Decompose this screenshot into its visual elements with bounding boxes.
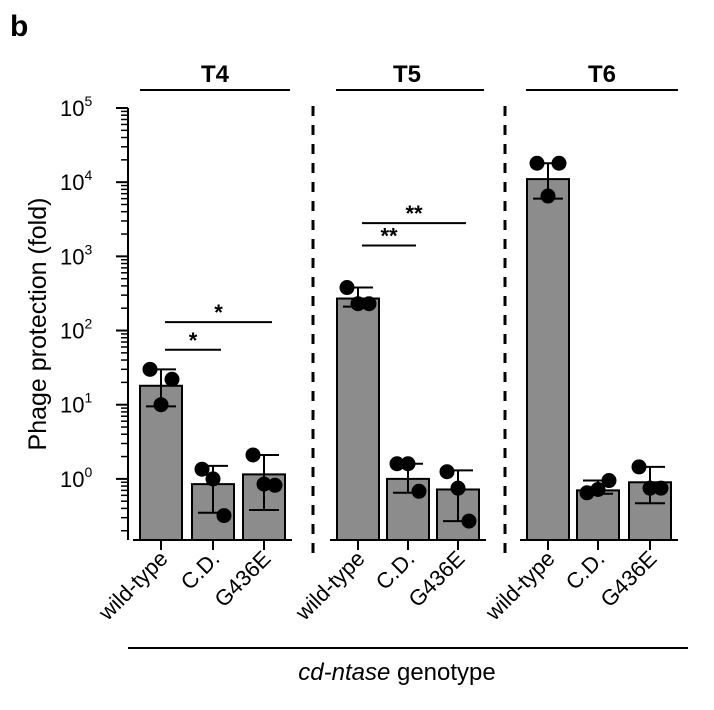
y-tick-exponent: 4: [84, 167, 92, 183]
y-tick-base: 10: [60, 319, 84, 344]
data-point: [439, 464, 455, 480]
y-tick-base: 10: [60, 467, 84, 492]
y-tick-exponent: 2: [84, 316, 92, 332]
x-axis-label-italic: cd-ntase: [298, 659, 390, 686]
bar-T6-wild-type: [526, 178, 570, 541]
data-point: [164, 371, 180, 387]
y-tick-label: 102: [60, 316, 92, 344]
data-point: [256, 476, 272, 492]
y-tick-label: 101: [60, 390, 92, 418]
y-tick-label: 103: [60, 241, 92, 269]
y-tick-base: 10: [60, 170, 84, 195]
data-point: [194, 461, 210, 477]
data-point: [601, 473, 617, 489]
significance-label: *: [189, 328, 198, 353]
x-axis-label-rest: genotype: [390, 659, 495, 686]
data-point: [142, 361, 158, 377]
data-point: [450, 480, 466, 496]
x-tick-label: G436E: [403, 546, 469, 612]
data-point: [642, 480, 658, 496]
group-title-T5: T5: [393, 61, 421, 88]
data-point: [551, 155, 567, 171]
y-tick-base: 10: [60, 393, 84, 418]
x-tick-label: wild-type: [480, 546, 560, 626]
y-tick-exponent: 3: [84, 241, 92, 257]
y-tick-base: 10: [60, 244, 84, 269]
data-point: [350, 296, 366, 312]
data-point: [153, 397, 169, 413]
y-tick-base: 10: [60, 96, 84, 121]
y-tick-exponent: 1: [84, 390, 92, 406]
significance-label: *: [214, 300, 223, 325]
group-title-T6: T6: [588, 61, 616, 88]
x-tick-label: G436E: [209, 546, 275, 612]
data-point: [590, 481, 606, 497]
y-tick-label: 105: [60, 93, 92, 121]
data-point: [400, 456, 416, 472]
x-tick-label: wild-type: [290, 546, 370, 626]
x-axis-label: cd-ntase genotype: [298, 659, 495, 686]
bar-T5-wild-type: [336, 297, 380, 541]
data-point: [216, 508, 232, 524]
data-point: [245, 447, 261, 463]
data-point: [653, 480, 669, 496]
data-point: [389, 456, 405, 472]
x-tick-label: wild-type: [93, 546, 173, 626]
significance-label: **: [405, 201, 423, 226]
data-point: [339, 280, 355, 296]
data-point: [361, 296, 377, 312]
significance-label: **: [380, 224, 398, 249]
panel-label: b: [10, 10, 28, 43]
y-tick-label: 104: [60, 167, 92, 195]
y-tick-exponent: 0: [84, 464, 92, 480]
data-point: [205, 471, 221, 487]
data-point: [267, 477, 283, 493]
data-point: [631, 459, 647, 475]
y-tick-label: 100: [60, 464, 92, 492]
x-tick-label: G436E: [595, 546, 661, 612]
group-title-T4: T4: [201, 61, 230, 88]
data-point: [461, 513, 477, 529]
data-point: [529, 155, 545, 171]
data-point: [411, 483, 427, 499]
y-tick-exponent: 5: [84, 93, 92, 109]
data-point: [540, 188, 556, 204]
y-axis-label: Phage protection (fold): [24, 198, 52, 451]
